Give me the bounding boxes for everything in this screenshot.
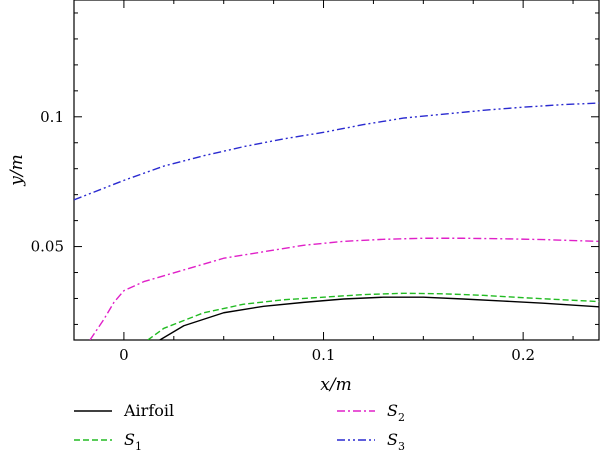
legend-item-s1: S1 xyxy=(74,430,142,453)
x-tick-labels: 0 0.1 0.2 xyxy=(119,346,535,364)
series-line-s2 xyxy=(89,237,599,340)
series-line-s3 xyxy=(74,102,599,201)
legend-label: Airfoil xyxy=(123,401,174,420)
plot-frame xyxy=(73,0,600,341)
legend-item-s2: S2 xyxy=(337,401,405,424)
series-lines xyxy=(74,102,599,340)
legend-item-s3: S3 xyxy=(337,430,405,453)
y-tick-labels: 0.05 0.1 xyxy=(31,108,64,256)
x-tick-label: 0 xyxy=(119,346,129,364)
series-line-airfoil xyxy=(159,296,599,340)
legend-label: S1 xyxy=(124,430,142,451)
x-tick-label: 0.2 xyxy=(511,346,535,364)
legend-label: S2 xyxy=(387,401,405,424)
y-tick-label: 0.05 xyxy=(31,238,64,256)
y-axis-label: y/m xyxy=(7,154,27,186)
axis-ticks xyxy=(73,0,599,340)
y-tick-label: 0.1 xyxy=(40,108,64,126)
x-axis-label: x/m xyxy=(320,375,351,395)
series-line-s1 xyxy=(147,292,599,340)
x-tick-label: 0.1 xyxy=(312,346,336,364)
legend-item-airfoil: Airfoil xyxy=(74,401,174,420)
legend-label: S3 xyxy=(387,430,405,451)
legend: Airfoil S1 S2 S3 xyxy=(74,401,405,453)
